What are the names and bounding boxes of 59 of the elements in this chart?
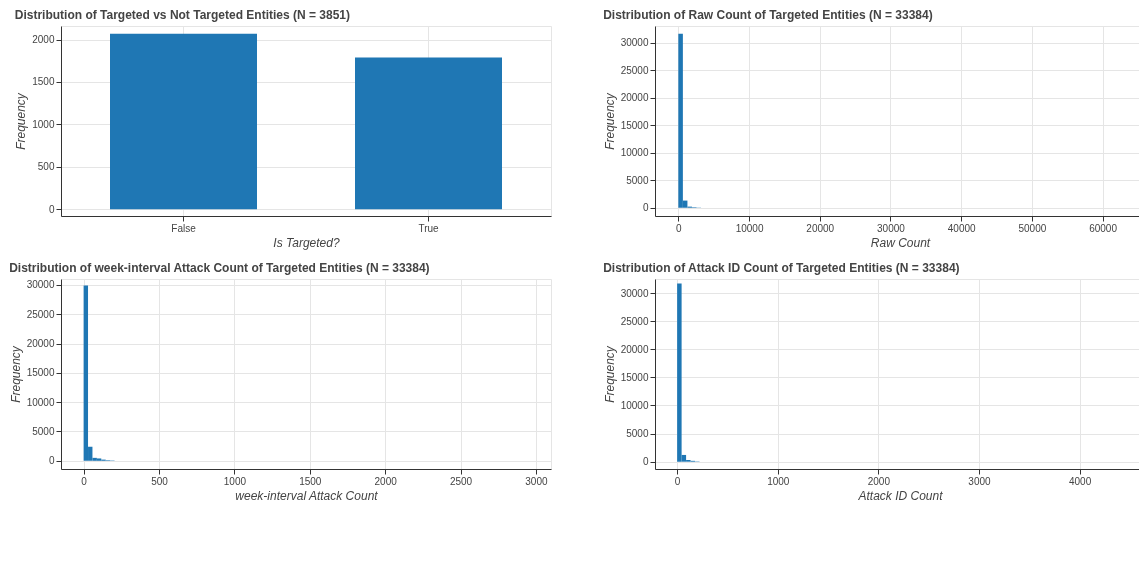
x-tick-label: 2000 — [867, 475, 891, 487]
chart-title: Distribution of Raw Count of Targeted Entities (N = 33384) — [603, 8, 933, 22]
y-tick-label: 30000 — [26, 279, 55, 291]
x-tick-label: 2000 — [374, 475, 398, 487]
y-tick-label: 2000 — [32, 34, 55, 46]
y-tick-label: 10000 — [620, 399, 649, 411]
x-tick-label: 1500 — [299, 475, 322, 487]
y-tick-label: 0 — [48, 455, 55, 467]
y-tick-label: 25000 — [26, 308, 55, 320]
x-tick-label: 3000 — [968, 475, 992, 487]
x-tick-label: 0 — [81, 475, 88, 487]
x-tick-label: 40000 — [947, 222, 976, 234]
y-tick-label: 30000 — [620, 37, 649, 49]
y-tick-label: 20000 — [620, 92, 649, 104]
y-tick-label: 10000 — [620, 147, 649, 159]
x-tick-label: 3000 — [525, 475, 548, 487]
chart-title: Distribution of Targeted vs Not Targeted Entities (N = 3851) — [14, 8, 351, 22]
x-tick-label: 4000 — [1068, 475, 1092, 487]
y-tick-label: 1500 — [32, 76, 55, 88]
y-axis-title: Frequency — [602, 92, 617, 150]
x-axis-title: Attack ID Count — [857, 488, 944, 503]
y-tick-label: 20000 — [620, 343, 649, 355]
y-tick-label: 15000 — [620, 119, 649, 131]
y-tick-label: 15000 — [26, 367, 55, 379]
x-tick-label: 2500 — [449, 475, 473, 487]
chart-title: Distribution of week-interval Attack Count of Targeted Entities (N = 33384) — [9, 261, 430, 275]
y-axis-title: Frequency — [8, 345, 23, 403]
chart-title: Distribution of Attack ID Count of Targeted Entities (N = 33384) — [603, 261, 960, 275]
x-tick-label: True — [418, 222, 440, 234]
x-tick-label: 1000 — [767, 475, 790, 487]
x-tick-label: 10000 — [735, 222, 764, 234]
y-tick-label: 25000 — [620, 315, 649, 327]
x-tick-label: 30000 — [877, 222, 906, 234]
x-axis-title: week-interval Attack Count — [235, 488, 379, 503]
y-tick-label: 10000 — [26, 396, 55, 408]
y-axis-title: Frequency — [14, 92, 29, 150]
y-tick-label: 25000 — [620, 64, 649, 76]
y-tick-label: 0 — [642, 456, 649, 468]
x-tick-label: 0 — [674, 475, 681, 487]
y-tick-label: 5000 — [626, 428, 649, 440]
y-tick-label: 20000 — [26, 338, 55, 350]
x-tick-label: 60000 — [1089, 222, 1118, 234]
x-tick-label: 50000 — [1018, 222, 1047, 234]
x-tick-label: False — [171, 222, 197, 234]
y-tick-label: 5000 — [626, 174, 649, 186]
x-axis-title: Is Targeted? — [273, 235, 340, 250]
y-tick-label: 0 — [48, 203, 55, 215]
y-tick-label: 15000 — [620, 371, 649, 383]
y-tick-label: 500 — [37, 161, 55, 173]
y-tick-label: 30000 — [620, 287, 649, 299]
y-tick-label: 5000 — [32, 425, 55, 437]
x-axis-title: Raw Count — [870, 235, 931, 250]
y-tick-label: 0 — [642, 202, 649, 214]
x-tick-label: 0 — [676, 222, 683, 234]
y-axis-title: Frequency — [602, 345, 617, 403]
x-tick-label: 20000 — [806, 222, 835, 234]
x-tick-label: 500 — [151, 475, 169, 487]
y-tick-label: 1000 — [32, 118, 55, 130]
x-tick-label: 1000 — [223, 475, 247, 487]
